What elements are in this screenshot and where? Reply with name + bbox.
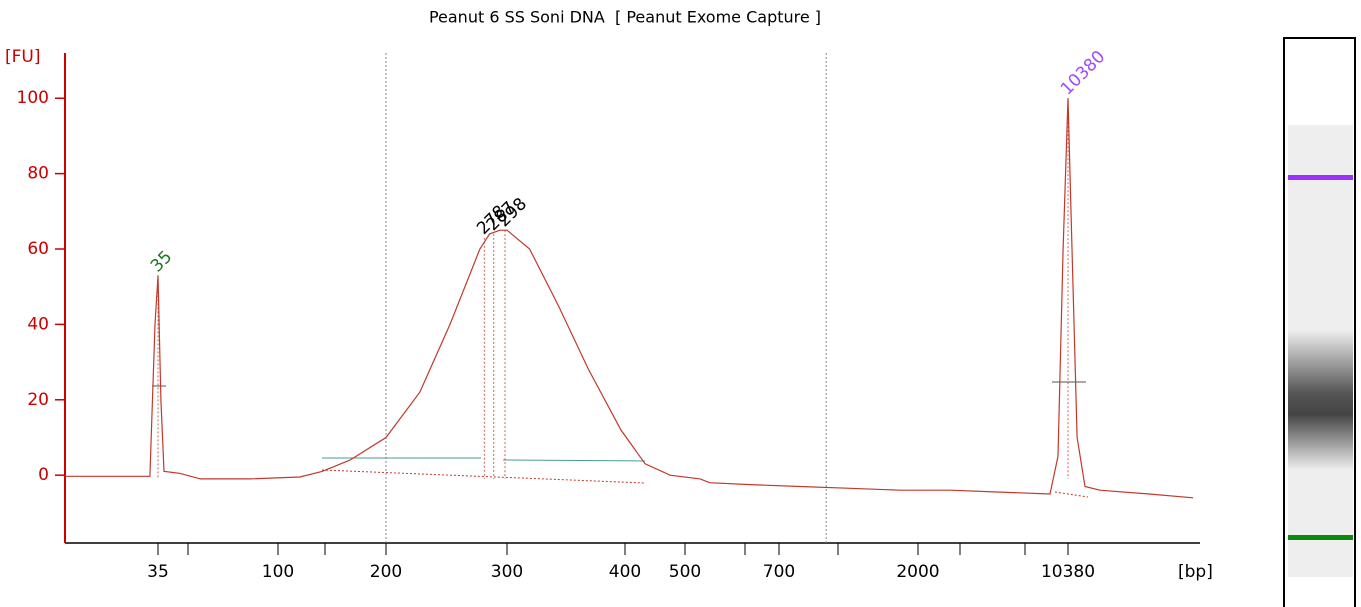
baseline — [502, 459, 646, 462]
peak-label: 10380 — [1057, 47, 1109, 99]
gel-band — [1288, 175, 1353, 180]
y-tick-label: 40 — [27, 314, 49, 334]
x-tick-label: 10380 — [1041, 562, 1095, 582]
x-tick-label: 2000 — [896, 562, 939, 582]
minor-ticks — [187, 543, 1026, 555]
y-tick-label: 100 — [17, 88, 49, 108]
x-tick-label: 300 — [491, 562, 523, 582]
y-tick-label: 60 — [27, 239, 49, 259]
peak-label: 35 — [147, 247, 176, 276]
trace — [64, 98, 1194, 499]
x-tick-label: 35 — [147, 562, 169, 582]
x-tick-label: 700 — [763, 562, 795, 582]
baseline — [321, 469, 646, 484]
x-tick-label: 100 — [262, 562, 294, 582]
x-axis-label: [bp] — [1178, 562, 1213, 582]
y-tick-label: 0 — [38, 465, 49, 485]
y-tick-label: 80 — [27, 164, 49, 184]
x-tick-label: 400 — [609, 562, 641, 582]
baselines — [152, 381, 1089, 498]
y-tick-label: 20 — [27, 390, 49, 410]
x-tick-label: 200 — [370, 562, 402, 582]
chart-title: Peanut 6 SS Soni DNA [ Peanut Exome Capt… — [429, 8, 821, 27]
baseline — [1054, 491, 1089, 498]
y-axis-label: [FU] — [5, 47, 41, 67]
gel-band — [1288, 535, 1353, 540]
gel-smear — [1288, 330, 1353, 470]
gel-lane — [1283, 37, 1356, 607]
x-tick-label: 500 — [669, 562, 701, 582]
